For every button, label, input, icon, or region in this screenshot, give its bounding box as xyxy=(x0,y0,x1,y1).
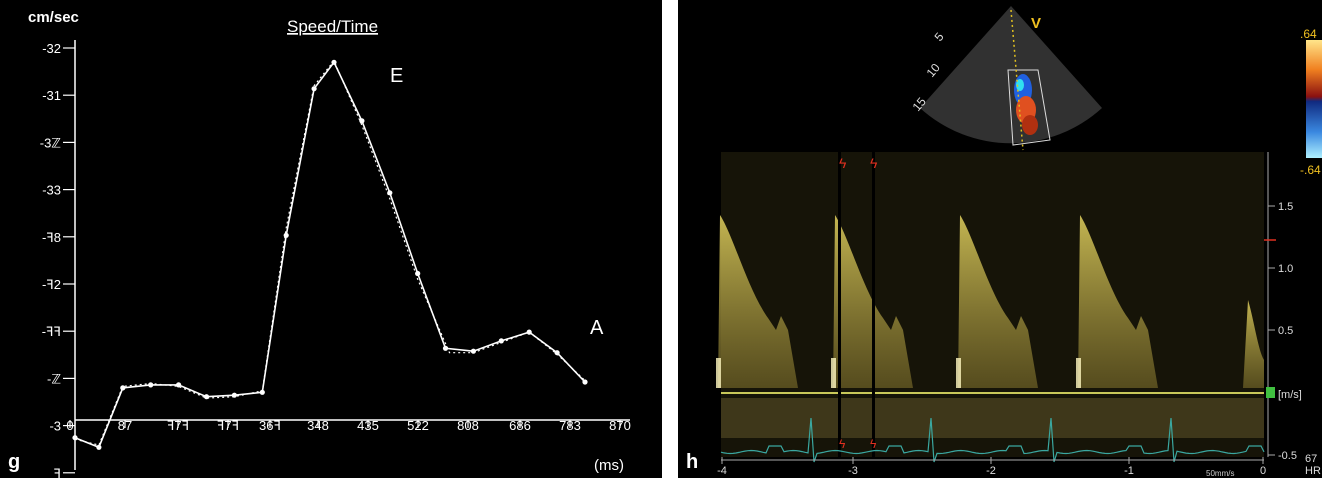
data-point xyxy=(176,382,182,388)
speed-time-chart: cm/sec Speed/Time (ms) -32 -31 -3ℤ -33 -ꟻ8 -ꟻ… xyxy=(28,9,631,478)
y-tick-label: -33 xyxy=(42,183,61,198)
svg-text:ϟ: ϟ xyxy=(839,155,847,171)
data-point xyxy=(582,379,588,385)
x-tick-label: ꟻ7ꟻ xyxy=(167,418,189,433)
hr-value: 67 xyxy=(1305,453,1317,465)
y-tick-label: ꟻ xyxy=(54,466,61,478)
freeze-gap-2 xyxy=(872,152,875,457)
doppler-beat xyxy=(958,215,1038,388)
doppler-beat-partial xyxy=(1243,300,1264,388)
valve-click xyxy=(716,358,721,388)
x-ticks: 0 87 ꟻ7ꟻ ꟻ7ꟻ 36ꟻ 348 435 522 808 686 783 870 xyxy=(66,418,630,433)
x-tick-label: 348 xyxy=(307,418,329,433)
valve-click xyxy=(1076,358,1081,388)
time-ticks: -4 -3 -2 -1 0 xyxy=(717,457,1266,477)
y-tick-label: -ꟻ8 xyxy=(42,230,61,245)
series-line-solid xyxy=(74,60,586,449)
data-point xyxy=(311,86,317,92)
depth-label-10: 10 xyxy=(924,60,944,79)
data-point xyxy=(359,118,365,124)
x-axis-label: (ms) xyxy=(594,457,624,474)
y-tick-label: -ꟻ2 xyxy=(42,277,61,292)
x-tick-label: 36ꟻ xyxy=(259,418,281,433)
valve-click xyxy=(831,358,836,388)
x-tick-label: 87 xyxy=(118,418,132,433)
panel-label-g: g xyxy=(8,451,21,473)
svg-text:ϟ: ϟ xyxy=(870,437,877,451)
peak-a-label: A xyxy=(590,317,604,339)
data-point xyxy=(148,382,154,388)
data-point xyxy=(554,350,560,356)
doppler-cursor-line xyxy=(1010,9,1024,151)
velocity-ticks: 1.5 1.0 0.5 -0.5 xyxy=(1268,201,1297,462)
data-point xyxy=(498,338,504,344)
svg-text:ϟ: ϟ xyxy=(870,155,878,171)
doppler-image: 5 10 15 V .64 -.64 ϟ ϟ ϟ ϟ 1.51.00.5-0.5… xyxy=(716,6,1322,478)
baseline-marker xyxy=(1266,387,1275,398)
axes-group xyxy=(74,40,630,470)
time-tick-label: -4 xyxy=(717,465,727,477)
valve-click xyxy=(956,358,961,388)
doppler-panel: 5 10 15 V .64 -.64 ϟ ϟ ϟ ϟ 1.5 1.0 0.5 -0.5… xyxy=(678,0,1322,478)
doppler-beat xyxy=(1078,215,1158,388)
red-markers: ϟ ϟ ϟ ϟ xyxy=(839,155,878,451)
time-tick-label: -3 xyxy=(848,465,858,477)
x-tick-label: 522 xyxy=(407,418,429,433)
velocity-tick-label: 1.0 xyxy=(1278,263,1293,275)
time-tick-label: 0 xyxy=(1260,465,1266,477)
y-tick-label: -32 xyxy=(42,41,61,56)
y-tick-label: -3 xyxy=(49,419,61,434)
y-tick-label: -ℤ xyxy=(47,371,61,386)
x-tick-label: ꟻ7ꟻ xyxy=(217,418,239,433)
time-tick-label: -1 xyxy=(1124,465,1134,477)
color-velocity-bar xyxy=(1306,40,1322,158)
data-point xyxy=(259,389,265,395)
sweep-speed: 50mm/s xyxy=(1206,469,1234,478)
series-group xyxy=(72,59,588,450)
x-tick-label: 783 xyxy=(559,418,581,433)
x-tick-label: 0 xyxy=(66,418,73,433)
color-doppler-box xyxy=(1007,69,1051,146)
data-point xyxy=(526,329,532,335)
series-line-dotted xyxy=(74,59,586,446)
colorbar-bottom-label: -.64 xyxy=(1300,163,1321,177)
y-tick-label: -31 xyxy=(42,88,61,103)
probe-marker: V xyxy=(1031,15,1041,32)
peak-e-label: E xyxy=(390,65,403,87)
below-baseline-signal xyxy=(721,398,1264,438)
x-tick-label: 870 xyxy=(609,418,631,433)
speed-time-chart-panel: cm/sec Speed/Time (ms) -32 -31 -3ℤ -33 -ꟻ8 -ꟻ… xyxy=(0,0,662,478)
color-flow-region xyxy=(1014,74,1038,135)
time-tick-label: -2 xyxy=(986,465,996,477)
velocity-unit: [m/s] xyxy=(1278,389,1302,401)
data-point xyxy=(96,444,102,450)
ecg-trace xyxy=(720,417,1265,463)
svg-text:ϟ: ϟ xyxy=(839,437,846,451)
velocity-tick-label: -0.5 xyxy=(1278,450,1297,462)
velocity-tick-label: 1.5 xyxy=(1278,201,1293,213)
y-tick-label: -3ℤ xyxy=(40,135,62,150)
chart-title: Speed/Time xyxy=(287,17,378,36)
doppler-beat xyxy=(718,215,798,388)
echo-sector xyxy=(920,6,1102,144)
x-tick-label: 686 xyxy=(509,418,531,433)
colorbar-top-label: .64 xyxy=(1300,27,1317,41)
y-axis-label: cm/sec xyxy=(28,9,79,26)
depth-label-5: 5 xyxy=(932,30,947,44)
freeze-gap xyxy=(838,152,841,457)
x-tick-label: 435 xyxy=(357,418,379,433)
velocity-tick-label: 0.5 xyxy=(1278,325,1293,337)
y-tick-label: -ꟻꟻ xyxy=(42,324,61,339)
hr-label: HR xyxy=(1305,465,1321,477)
y-ticks: -32 -31 -3ℤ -33 -ꟻ8 -ꟻ2 -ꟻꟻ -ℤ -3 ꟻ xyxy=(40,41,75,478)
panel-label-h: h xyxy=(686,451,699,473)
x-tick-label: 808 xyxy=(457,418,479,433)
